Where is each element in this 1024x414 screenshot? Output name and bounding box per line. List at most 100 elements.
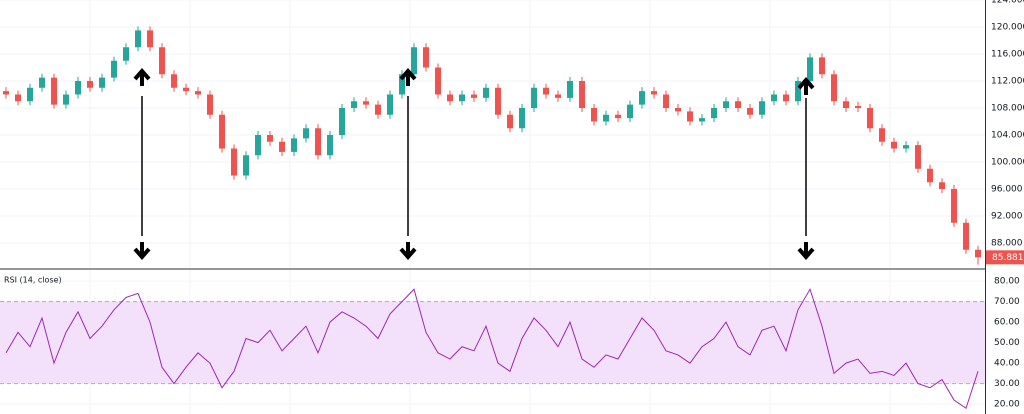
candle-body	[291, 138, 297, 152]
candle-body	[759, 101, 765, 115]
candle-body	[855, 105, 861, 109]
candle-body	[183, 87, 189, 92]
y-tick-label: 40.00	[994, 359, 1020, 369]
candle-body	[171, 74, 177, 88]
candle-body	[75, 81, 81, 95]
candle-body	[939, 182, 945, 190]
y-tick-label: 50.00	[994, 338, 1020, 348]
candle-body	[423, 47, 429, 68]
candle-body	[879, 128, 885, 142]
rsi-line	[5, 288, 979, 410]
candle-body	[699, 118, 705, 122]
candle-body	[315, 128, 321, 156]
y-tick-label: 116.000	[991, 50, 1024, 60]
rsi-line	[5, 288, 979, 410]
candle-body	[507, 114, 513, 129]
candle-body	[459, 94, 465, 102]
candle-body	[51, 77, 57, 105]
y-tick-label: 92.000	[991, 212, 1023, 222]
candle-body	[351, 101, 357, 109]
candle-body	[867, 108, 873, 129]
candle-body	[747, 108, 753, 115]
candle-body	[903, 145, 909, 149]
candle-body	[375, 104, 381, 115]
candle-body	[123, 47, 129, 61]
candle-body	[915, 145, 921, 169]
candle-body	[783, 94, 789, 102]
candle-body	[891, 141, 897, 149]
candle-body	[219, 114, 225, 149]
down-arrow	[399, 242, 417, 261]
candle-body	[471, 94, 477, 98]
candle-body	[3, 91, 9, 95]
y-tick-label: 20.00	[994, 400, 1020, 410]
rsi-band	[0, 301, 985, 384]
candle-body	[279, 141, 285, 152]
y-tick-label: 100.000	[991, 158, 1024, 168]
candle-body	[411, 47, 417, 75]
candle-body	[771, 94, 777, 102]
candle-body	[63, 94, 69, 105]
candle-body	[615, 114, 621, 119]
candle-body	[363, 101, 369, 105]
candle-body	[207, 94, 213, 115]
candle-body	[111, 60, 117, 78]
y-tick-label: 88.000	[991, 239, 1023, 249]
candle-body	[531, 87, 537, 109]
candle-body	[723, 101, 729, 109]
candle-body	[267, 135, 273, 142]
candle-body	[687, 111, 693, 122]
y-tick-label: 60.00	[994, 318, 1020, 328]
candle-body	[831, 74, 837, 102]
candle-body	[735, 101, 741, 109]
candle-body	[591, 108, 597, 122]
candle-body	[567, 81, 573, 98]
y-tick-label: 30.00	[994, 379, 1020, 389]
down-arrow	[133, 242, 151, 261]
y-tick-label: 108.000	[991, 104, 1024, 114]
candle-body	[99, 77, 105, 88]
candle-body	[159, 47, 165, 75]
candle-body	[243, 155, 249, 176]
candle-body	[795, 81, 801, 102]
candle-body	[579, 81, 585, 109]
y-tick-label: 70.00	[994, 297, 1020, 307]
last-price-box	[986, 250, 1024, 265]
candle-body	[975, 249, 981, 258]
candle-body	[807, 57, 813, 82]
candle-body	[663, 94, 669, 109]
candles	[3, 26, 981, 265]
candle-body	[963, 222, 969, 250]
candle-body	[15, 94, 21, 102]
candle-body	[519, 108, 525, 129]
last-price-label: 85.881	[992, 253, 1024, 263]
y-tick-label: 80.00	[994, 277, 1020, 287]
candle-body	[495, 87, 501, 115]
annotations	[133, 67, 815, 261]
candle-body	[231, 148, 237, 176]
candle-body	[483, 87, 489, 98]
candle-body	[675, 108, 681, 112]
down-arrow	[797, 242, 815, 261]
candle-body	[711, 108, 717, 119]
candle-body	[135, 30, 141, 48]
candle-body	[339, 108, 345, 136]
candle-body	[447, 94, 453, 102]
candle-body	[255, 135, 261, 156]
candle-body	[327, 135, 333, 156]
candle-body	[147, 30, 153, 48]
candle-body	[927, 168, 933, 183]
up-arrow	[133, 67, 151, 86]
candle-body	[399, 74, 405, 95]
y-tick-label: 112.000	[991, 77, 1024, 87]
y-tick-label: 96.000	[991, 185, 1023, 195]
candle-body	[27, 87, 33, 102]
price-axis: 88.000 92.000 96.000 100.000 104.000 108.000 1…	[986, 0, 1024, 410]
candle-body	[819, 57, 825, 75]
y-tick-label: 104.000	[991, 131, 1024, 141]
candle-body	[387, 94, 393, 115]
candle-body	[435, 67, 441, 95]
candle-body	[951, 189, 957, 223]
candle-body	[843, 101, 849, 109]
